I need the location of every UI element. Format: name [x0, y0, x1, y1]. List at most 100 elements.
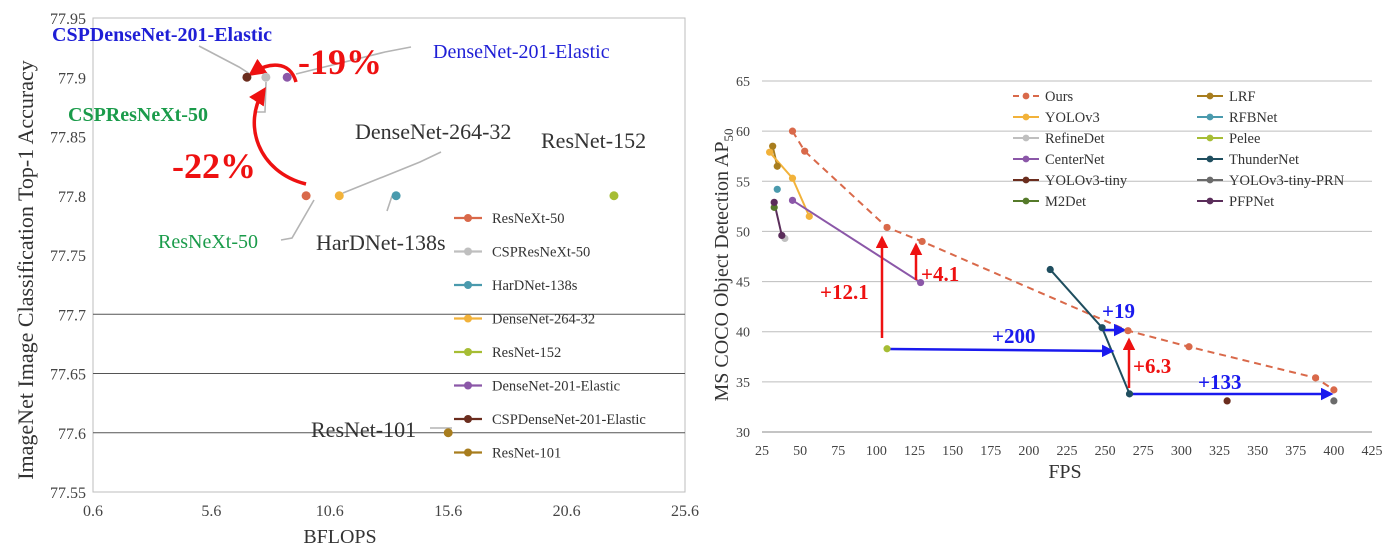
point-rfbnet [773, 185, 781, 193]
annotation-plus-19: +19 [1102, 299, 1135, 323]
point-ours [1311, 374, 1320, 382]
right-x-tick-label: 425 [1362, 444, 1383, 459]
right-x-tick-label: 400 [1323, 444, 1344, 459]
right-x-tick-label: 125 [904, 444, 925, 459]
right-x-tick-label: 150 [942, 444, 963, 459]
right-x-tick-label: 200 [1018, 444, 1039, 459]
annotation-minus-19: -19% [298, 42, 382, 82]
point-ours [1330, 386, 1338, 394]
right-x-tick-labels: 25 50 75 100 125 150 175 200 225 250 275 300 325 350 3… [755, 444, 1383, 459]
left-y-tick-labels: 77.55 77.6 77.65 77.7 77.75 77.8 77.85 77.9 77.9… [50, 11, 86, 502]
legend-label-resnet-152: ResNet-152 [492, 345, 561, 361]
point-m2det [770, 203, 778, 211]
point-yolov3 [788, 174, 797, 182]
point-ours [883, 223, 891, 232]
left-data-points [242, 72, 619, 438]
annotation-plus-133: +133 [1198, 370, 1241, 394]
left-y-tick-label: 77.6 [58, 426, 86, 443]
label-hardnet: HarDNet-138s [316, 230, 446, 255]
right-y-tick-label: 30 [736, 426, 750, 441]
left-chart: 77.55 77.6 77.65 77.7 77.75 77.8 77.85 77.9 77.9… [13, 11, 699, 548]
right-y-tick-label: 40 [736, 326, 750, 341]
left-x-tick-label: 5.6 [201, 503, 221, 520]
legend-marker-pfpnet [1206, 197, 1214, 205]
legend-marker-thundernet [1206, 155, 1214, 163]
left-x-tick-label: 0.6 [83, 503, 103, 520]
legend-label-thundernet: ThunderNet [1229, 152, 1299, 168]
left-y-tick-label: 77.85 [50, 130, 86, 147]
right-chart: 30 35 40 45 50 55 60 65 25 50 75 100 125 150 175 200 22… [711, 75, 1383, 483]
left-y-tick-label: 77.75 [50, 248, 86, 265]
legend-marker-resnet-101 [464, 448, 472, 457]
right-y-tick-label: 50 [736, 225, 750, 240]
point-densenet-264-32 [334, 191, 344, 201]
point-ours [1185, 343, 1193, 351]
right-y-tick-label: 55 [736, 175, 750, 190]
right-legend: Ours LRF YOLOv3 RFBNet RefineDet Pelee CenterN… [1013, 89, 1345, 210]
point-centernet [917, 278, 925, 287]
point-thundernet [1046, 265, 1054, 274]
legend-label-refinedet: RefineDet [1045, 131, 1105, 147]
label-resnext50: ResNeXt-50 [158, 231, 258, 253]
left-x-tick-label: 10.6 [316, 503, 344, 520]
legend-label-yolov3-tiny-prn: YOLOv3-tiny-PRN [1229, 173, 1345, 189]
right-data-points [766, 127, 1338, 405]
left-y-tick-label: 77.7 [58, 307, 86, 324]
leader-densenet201 [295, 46, 412, 75]
legend-label-ours: Ours [1045, 89, 1074, 105]
right-x-tick-label: 250 [1095, 444, 1116, 459]
right-x-axis-label: FPS [1048, 461, 1081, 483]
legend-label-cspdensenet-201-elastic: CSPDenseNet-201-Elastic [492, 412, 646, 428]
right-y-tick-label: 35 [736, 376, 750, 391]
point-yolov3-tiny [1223, 397, 1231, 405]
legend-label-m2det: M2Det [1045, 194, 1086, 210]
annotation-plus-4-1: +4.1 [921, 262, 959, 286]
point-yolov3-tiny-prn [1330, 397, 1338, 405]
right-x-tick-label: 275 [1133, 444, 1154, 459]
legend-marker-yolov3-tiny [1022, 176, 1030, 184]
legend-label-yolov3: YOLOv3 [1045, 110, 1100, 126]
legend-marker-cspresnext-50 [464, 247, 472, 256]
point-thundernet [1098, 324, 1106, 332]
left-legend: ResNeXt-50 CSPResNeXt-50 HarDNet-138s Dense… [454, 211, 646, 462]
left-leader-lines [198, 45, 452, 429]
point-pfpnet [770, 198, 778, 206]
right-x-tick-label: 25 [755, 444, 769, 459]
legend-marker-yolov3 [1022, 113, 1030, 121]
legend-label-hardnet-138s: HarDNet-138s [492, 278, 578, 294]
point-ours [1124, 327, 1132, 335]
legend-marker-m2det [1022, 197, 1030, 205]
right-x-tick-label: 50 [793, 444, 807, 459]
annotation-minus-22: -22% [172, 146, 256, 186]
left-x-tick-label: 25.6 [671, 503, 699, 520]
legend-label-resnet-101: ResNet-101 [492, 446, 561, 462]
point-yolov3 [805, 212, 813, 220]
point-ours [918, 237, 926, 246]
annotation-plus-6-3: +6.3 [1133, 354, 1171, 378]
leader-densenet264 [342, 151, 442, 194]
right-x-tick-label: 375 [1285, 444, 1306, 459]
legend-marker-lrf [1206, 92, 1214, 100]
left-x-axis-label: BFLOPS [303, 526, 376, 548]
label-densenet201: DenseNet-201-Elastic [433, 41, 610, 63]
legend-label-densenet-264-32: DenseNet-264-32 [492, 312, 595, 328]
leader-cspdensenet [198, 45, 251, 75]
point-resnet-152 [609, 191, 619, 201]
point-pfpnet [778, 231, 786, 240]
left-y-axis-label: ImageNet Image Classification Top-1 Accu… [13, 60, 38, 480]
left-x-tick-label: 15.6 [434, 503, 462, 520]
leader-resnext50 [280, 199, 315, 241]
right-y-tick-label: 65 [736, 75, 750, 90]
point-ours [788, 127, 797, 135]
legend-marker-resnet-152 [464, 348, 472, 356]
legend-label-yolov3-tiny: YOLOv3-tiny [1045, 173, 1128, 189]
point-cspresnext-50 [261, 72, 271, 82]
legend-label-cspresnext-50: CSPResNeXt-50 [492, 245, 590, 261]
point-thundernet [1125, 390, 1134, 398]
right-x-tick-label: 300 [1171, 444, 1192, 459]
point-lrf [769, 142, 777, 150]
legend-marker-densenet-201-elastic [464, 381, 472, 390]
legend-marker-cspdensenet-201-elastic [464, 415, 472, 423]
legend-marker-yolov3-tiny-prn [1206, 176, 1214, 184]
